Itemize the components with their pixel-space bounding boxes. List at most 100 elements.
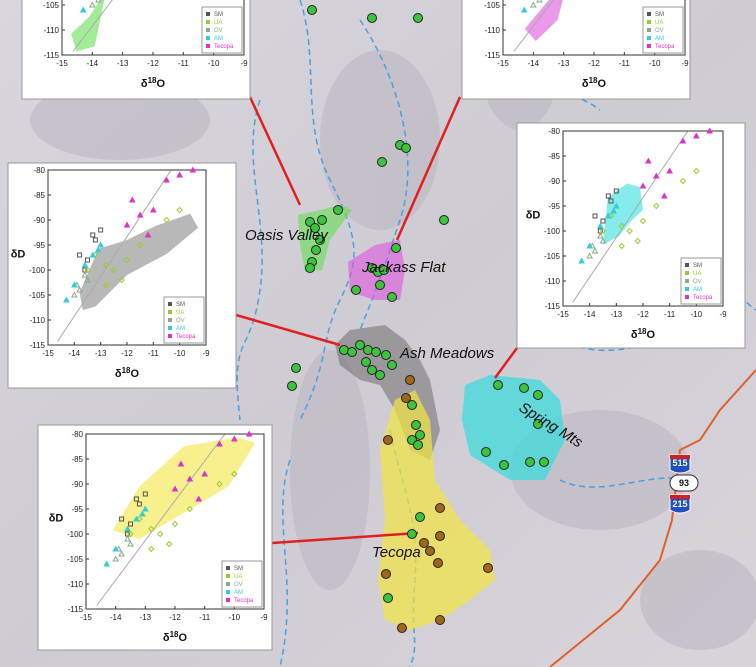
- y-tick-label: -95: [33, 241, 45, 250]
- legend-swatch: [226, 598, 230, 602]
- point: [136, 501, 142, 507]
- point: [102, 261, 110, 269]
- shields: 515 93 215: [669, 454, 699, 514]
- y-tick-label: -110: [485, 26, 501, 35]
- legend-label: OV: [693, 279, 702, 285]
- legend-label: AM: [693, 287, 702, 293]
- y-tick-label: -115: [44, 51, 60, 60]
- point: [70, 291, 78, 298]
- legend-label: Tecopa: [214, 44, 234, 50]
- meteoric-line: [72, 0, 113, 52]
- legend-label: Tecopa: [234, 598, 254, 604]
- insets: -15-14-13-12-11-10-9-80-85-90-95-100-105…: [7, 0, 746, 651]
- x-tick-label: -10: [691, 310, 703, 319]
- brown-site: [435, 615, 445, 625]
- point: [634, 237, 641, 245]
- point: [79, 6, 87, 13]
- point: [70, 281, 78, 288]
- brown-site: [381, 569, 391, 579]
- green-site: [315, 235, 325, 245]
- point: [706, 127, 714, 134]
- x-tick-label: -12: [121, 349, 133, 358]
- y-axis-label: δD: [11, 249, 26, 261]
- inset-panel: [516, 122, 746, 349]
- legend-swatch: [685, 295, 689, 299]
- x-tick-label: -9: [202, 349, 210, 358]
- y-tick-label: -115: [30, 341, 46, 350]
- x-tick-label: -15: [557, 310, 569, 319]
- y-tick-label: -115: [68, 605, 84, 614]
- point: [112, 545, 120, 552]
- point: [171, 485, 179, 492]
- point: [77, 252, 83, 258]
- y-tick-label: -90: [548, 177, 560, 186]
- green-site: [333, 205, 343, 215]
- green-site: [379, 265, 389, 275]
- point: [63, 296, 70, 303]
- x-tick-label: -13: [611, 310, 623, 319]
- point: [610, 207, 618, 214]
- point: [592, 213, 598, 219]
- point: [599, 237, 607, 244]
- legend-label: SM: [214, 12, 223, 18]
- x-tick-label: -10: [229, 613, 241, 622]
- point: [156, 530, 164, 538]
- point: [119, 516, 125, 522]
- point: [144, 231, 152, 238]
- region-label: Tecopa: [372, 544, 421, 561]
- hull: [79, 213, 199, 310]
- brown-site: [435, 503, 445, 513]
- y-tick-label: -105: [544, 252, 561, 261]
- green-site: [347, 347, 357, 357]
- point: [230, 435, 238, 442]
- point: [90, 232, 96, 238]
- x-axis-label-part: δ: [631, 329, 638, 341]
- point: [596, 232, 604, 239]
- x-axis-label-part: δ: [582, 78, 589, 90]
- point: [97, 241, 105, 248]
- region-label: Jackass Flat: [361, 259, 446, 276]
- point: [139, 510, 146, 517]
- point: [98, 227, 104, 233]
- legend-swatch: [647, 36, 651, 40]
- y-tick-label: -115: [545, 302, 561, 311]
- point: [127, 540, 134, 547]
- brown-site: [433, 558, 443, 568]
- point: [136, 211, 144, 218]
- point: [195, 495, 203, 502]
- x-tick-label: -14: [87, 59, 99, 68]
- x-axis-label: δ18O: [115, 366, 140, 381]
- legend-label: OV: [655, 28, 664, 34]
- point: [81, 271, 89, 278]
- x-tick-label: -11: [199, 613, 211, 622]
- legend-label: Tecopa: [176, 334, 196, 340]
- point: [165, 540, 173, 548]
- point: [176, 206, 183, 214]
- x-tick-label: -12: [637, 310, 649, 319]
- x-tick-label: -14: [110, 613, 122, 622]
- point: [605, 193, 611, 199]
- point: [127, 530, 134, 538]
- legend-label: SM: [655, 12, 664, 18]
- green-site: [519, 383, 529, 393]
- x-tick-label: -11: [178, 59, 190, 68]
- legend-label: UA: [655, 20, 663, 26]
- green-site: [387, 360, 397, 370]
- meteoric-line: [96, 433, 226, 606]
- x-axis-label-part: O: [157, 78, 166, 90]
- point: [618, 222, 625, 230]
- y-tick-label: -110: [30, 316, 46, 325]
- legend-label: OV: [234, 582, 243, 588]
- point: [133, 515, 140, 522]
- x-axis-label-part: O: [131, 368, 140, 380]
- green-site: [375, 280, 385, 290]
- point: [89, 251, 97, 258]
- y-tick-label: -115: [485, 51, 501, 60]
- point: [118, 550, 125, 557]
- green-site: [493, 380, 503, 390]
- x-axis-label-part: 18: [638, 327, 647, 336]
- y-tick-label: -105: [67, 555, 84, 564]
- legend-label: AM: [234, 590, 243, 596]
- legend-swatch: [685, 263, 689, 267]
- point: [626, 227, 633, 235]
